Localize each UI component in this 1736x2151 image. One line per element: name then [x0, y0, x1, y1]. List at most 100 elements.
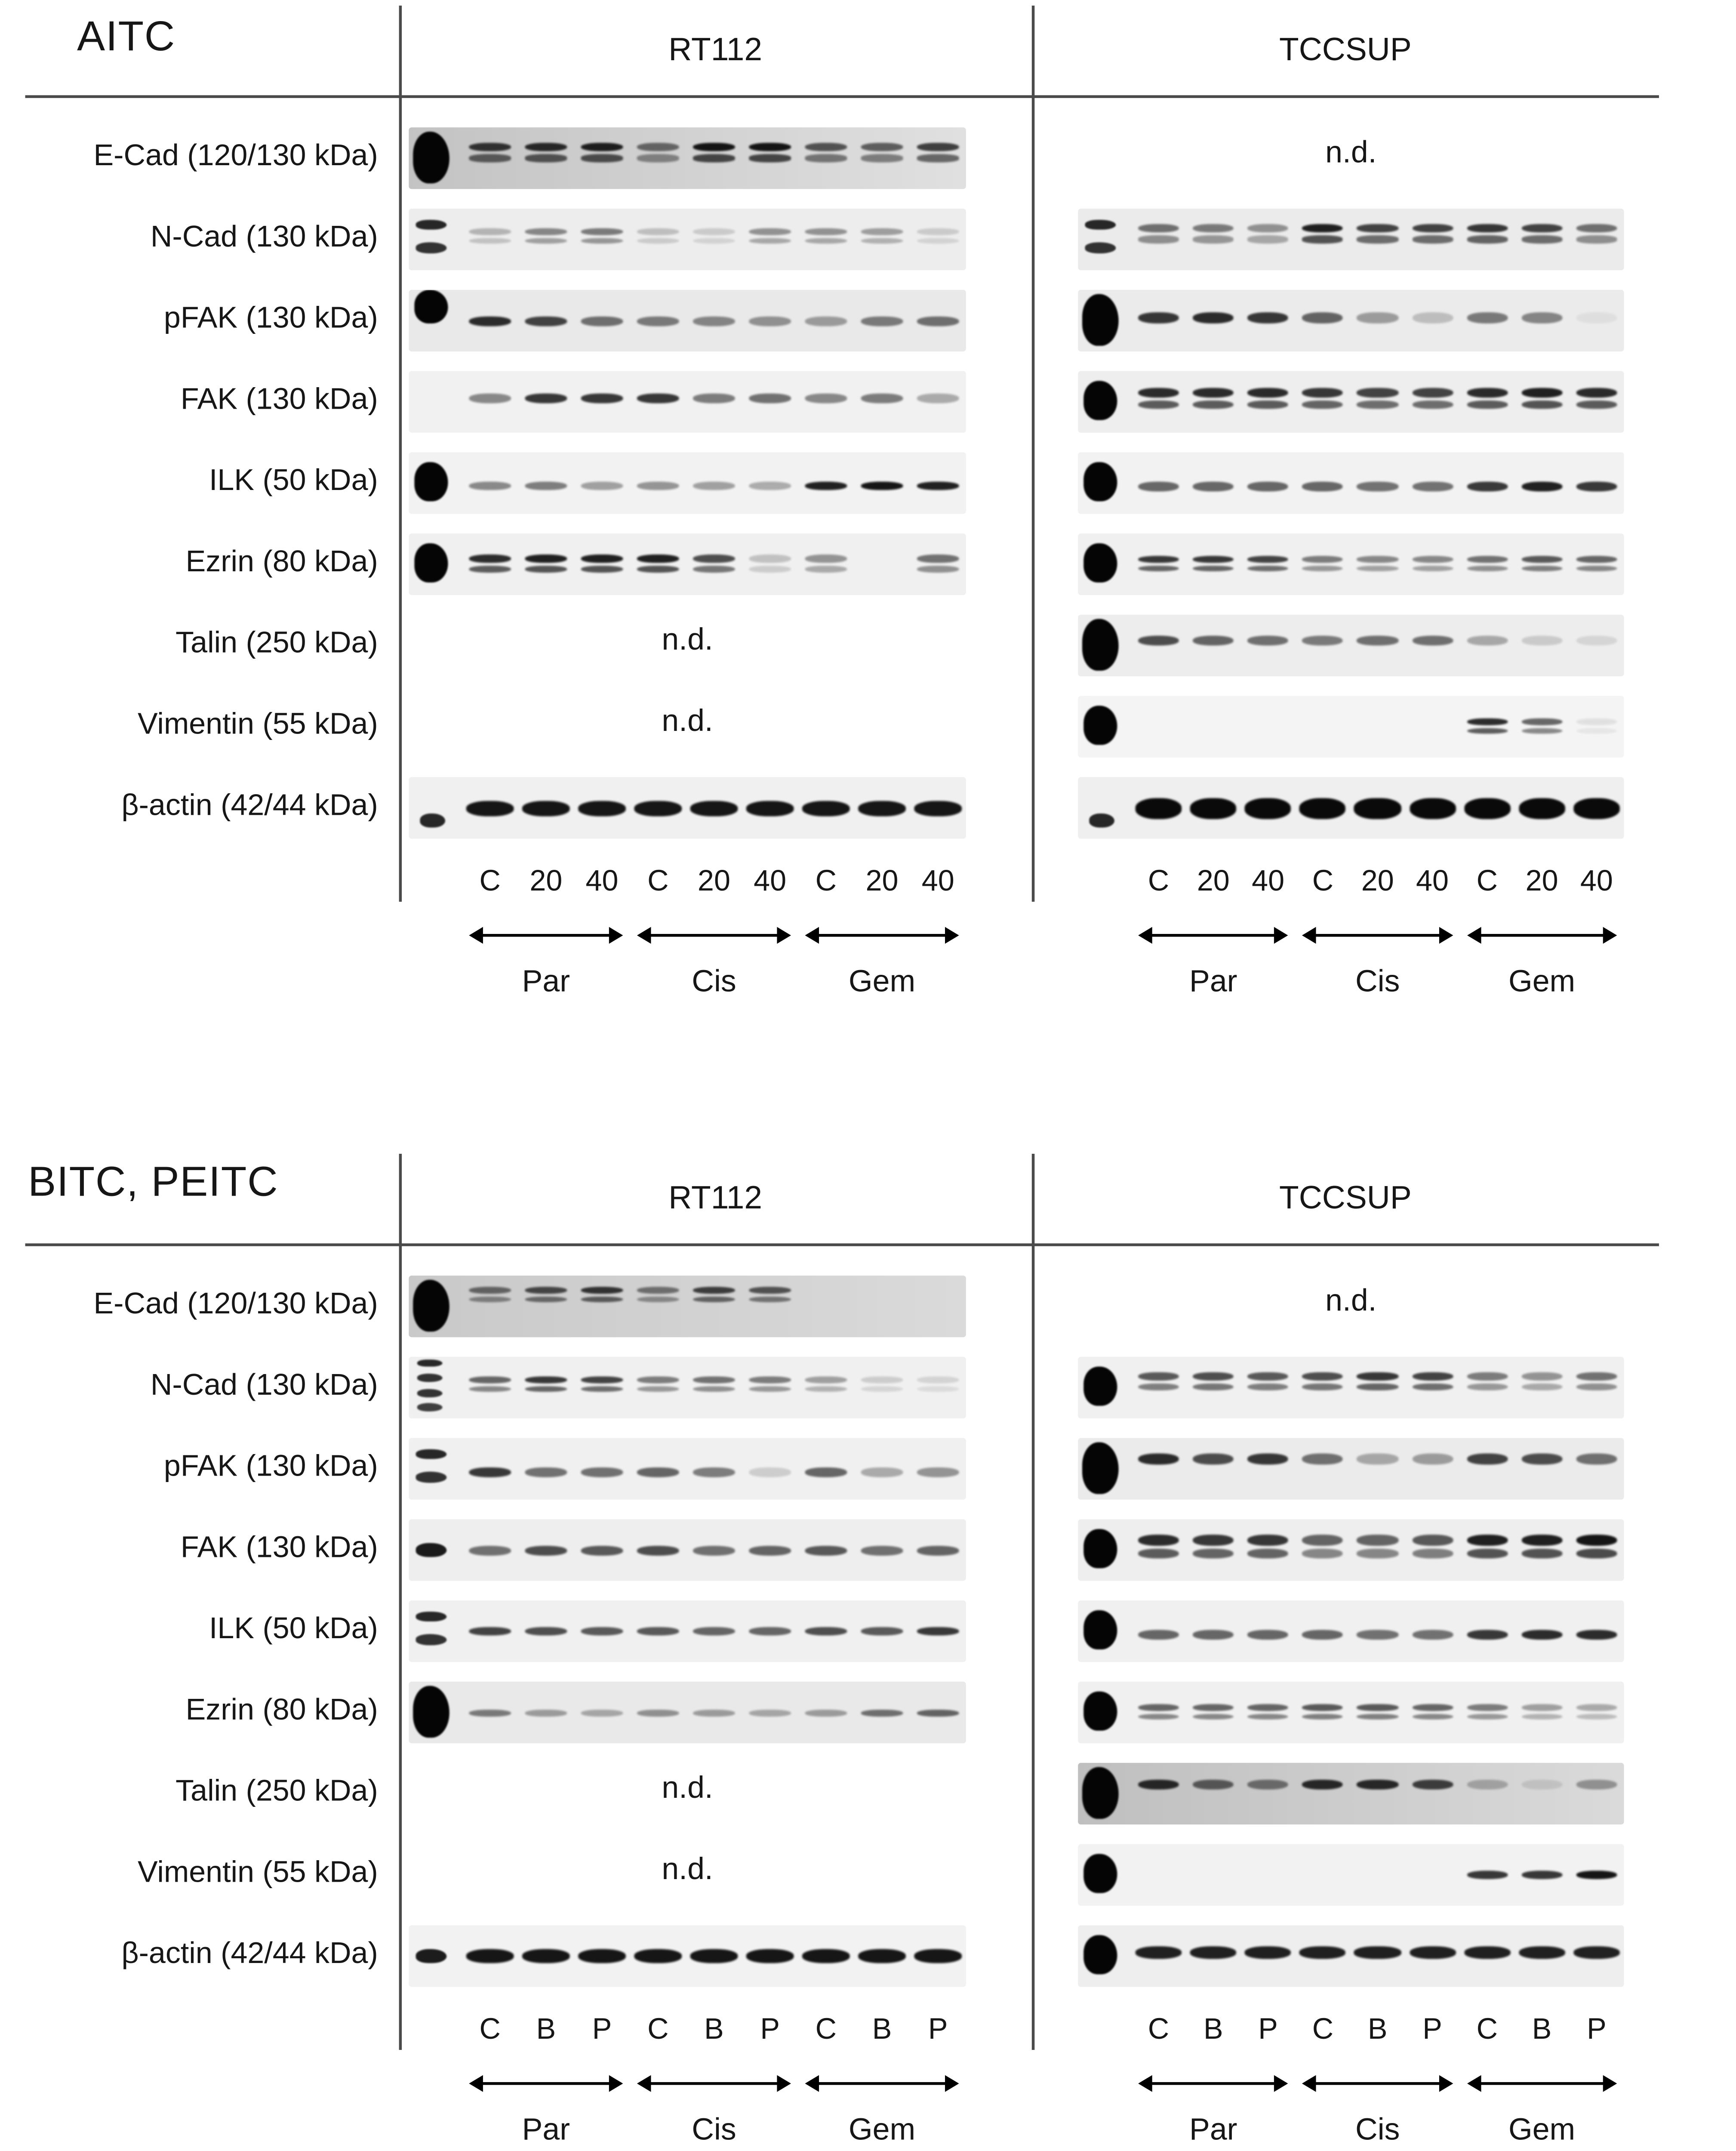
protein-band: [469, 1709, 511, 1716]
blot-image: [409, 1519, 966, 1581]
protein-band: [1138, 481, 1179, 491]
protein-band: [805, 237, 847, 244]
marker-lane: [1083, 542, 1117, 583]
protein-band: [637, 1297, 679, 1303]
lane-label: C: [815, 2013, 837, 2046]
nd-label: n.d.: [1325, 134, 1377, 169]
protein-band: [1357, 635, 1398, 646]
treatment-range-arrow: [1138, 927, 1289, 944]
protein-band: [525, 1287, 567, 1294]
protein-band: [469, 1386, 511, 1392]
protein-band: [1357, 1713, 1398, 1720]
protein-band: [1138, 225, 1179, 233]
protein-band: [693, 554, 735, 563]
protein-band: [1357, 1454, 1398, 1465]
blot-image: [1078, 696, 1624, 758]
marker-lane: [1089, 813, 1114, 828]
marker-lane: [413, 1279, 449, 1331]
marker-lane: [1083, 380, 1117, 421]
lane-label: B: [704, 2013, 724, 2046]
treatment-group-label: Gem: [1508, 2111, 1576, 2147]
protein-band: [1138, 1534, 1179, 1546]
protein-band: [634, 800, 682, 816]
protein-band: [1354, 1947, 1401, 1960]
protein-band: [637, 228, 679, 235]
protein-band: [1466, 387, 1508, 398]
protein-band: [858, 1949, 906, 1963]
protein-band: [1466, 312, 1508, 324]
protein-band: [634, 1949, 682, 1963]
protein-band: [805, 1467, 847, 1477]
protein-band: [581, 228, 623, 235]
protein-band: [914, 1949, 962, 1963]
divider-vertical: [399, 6, 402, 902]
protein-band: [1193, 312, 1234, 324]
lane-label: C: [1148, 865, 1170, 898]
protein-band: [1412, 1454, 1453, 1465]
row-label: FAK (130 kDa): [180, 1530, 378, 1564]
lane-label: C: [1148, 2013, 1170, 2046]
protein-band: [1357, 1704, 1398, 1711]
treatment-range-arrow: [637, 2075, 791, 2092]
protein-band: [749, 154, 791, 162]
protein-band: [581, 1376, 623, 1384]
protein-band: [1247, 225, 1289, 233]
protein-band: [693, 565, 735, 573]
protein-band: [805, 315, 847, 326]
protein-band: [1576, 1548, 1617, 1558]
protein-band: [1466, 1779, 1508, 1790]
blot-image: [409, 533, 966, 595]
lane-label: 40: [921, 865, 954, 898]
marker-lane: [1083, 1691, 1117, 1731]
protein-band: [525, 1297, 567, 1303]
protein-band: [1193, 400, 1234, 409]
protein-band: [1412, 236, 1453, 243]
protein-band: [581, 1287, 623, 1294]
blot-image: [409, 1438, 966, 1500]
protein-band: [1576, 635, 1617, 646]
protein-band: [1247, 1371, 1289, 1380]
protein-band: [1135, 1947, 1182, 1960]
protein-band: [693, 237, 735, 244]
protein-band: [858, 800, 906, 816]
protein-band: [693, 228, 735, 235]
marker-lane: [417, 1374, 443, 1382]
marker-lane: [1083, 1609, 1117, 1650]
divider-horizontal: [25, 1243, 1659, 1246]
lane-label: B: [536, 2013, 556, 2046]
protein-band: [1412, 481, 1453, 491]
protein-band: [917, 1376, 959, 1384]
marker-lane: [413, 131, 449, 183]
protein-band: [1357, 1383, 1398, 1390]
protein-band: [1464, 1947, 1511, 1960]
protein-band: [693, 154, 735, 162]
protein-band: [1299, 797, 1346, 819]
protein-band: [1138, 1629, 1179, 1639]
protein-band: [469, 228, 511, 235]
protein-band: [1412, 1371, 1453, 1380]
lane-label: P: [1422, 2013, 1442, 2046]
protein-band: [917, 1386, 959, 1392]
protein-band: [637, 394, 679, 404]
protein-band: [917, 394, 959, 404]
protein-band: [749, 565, 791, 573]
protein-band: [469, 315, 511, 326]
blot-image: [1078, 1438, 1624, 1500]
marker-lane: [1083, 1934, 1117, 1975]
protein-band: [1412, 1383, 1453, 1390]
lane-label: 20: [1361, 865, 1394, 898]
row-label: FAK (130 kDa): [180, 382, 378, 416]
lane-label: 20: [1525, 865, 1558, 898]
protein-band: [1576, 1704, 1617, 1711]
row-label: Talin (250 kDa): [175, 1774, 378, 1808]
protein-band: [578, 1949, 626, 1963]
protein-band: [1135, 797, 1182, 819]
protein-band: [1466, 1713, 1508, 1720]
protein-band: [693, 1545, 735, 1555]
protein-band: [1576, 728, 1617, 734]
protein-band: [693, 1297, 735, 1303]
protein-band: [637, 565, 679, 573]
protein-band: [1247, 1704, 1289, 1711]
protein-band: [693, 315, 735, 326]
protein-band: [1576, 556, 1617, 563]
